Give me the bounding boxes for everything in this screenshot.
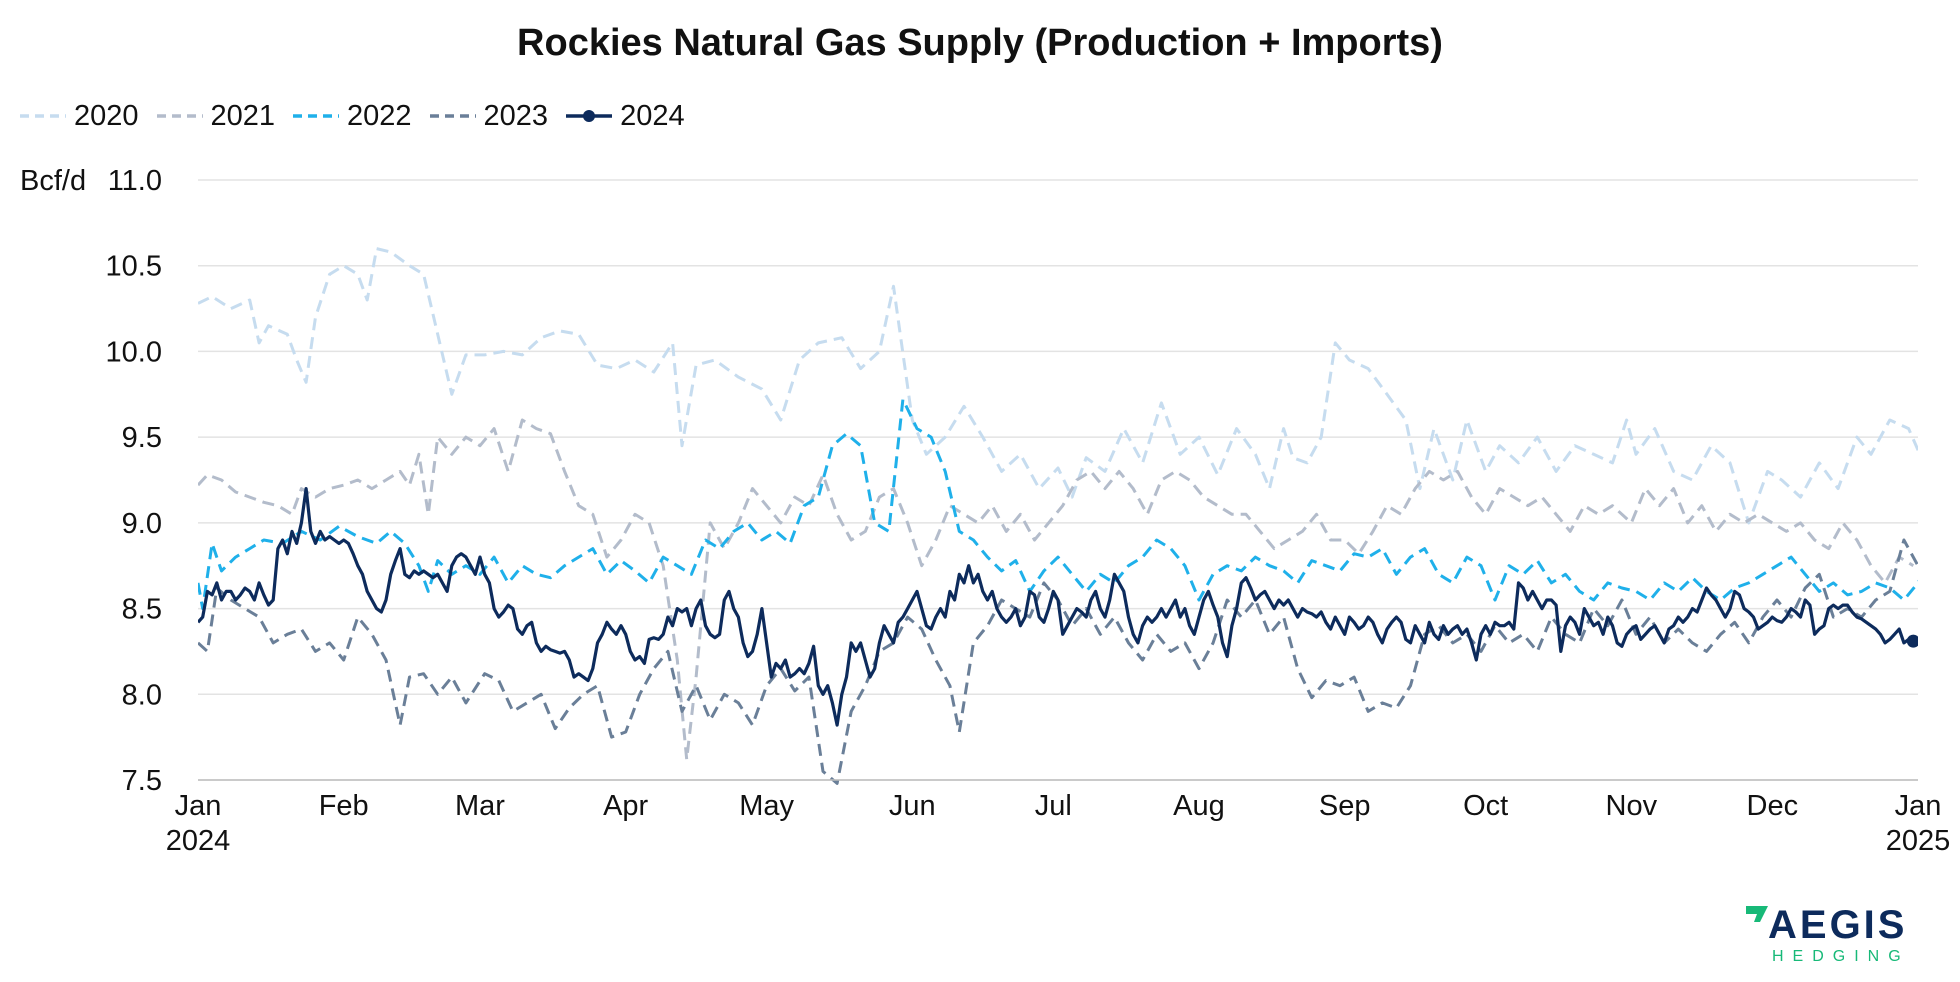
legend-item-2023: 2023 [429, 99, 549, 133]
y-tick-label: 8.5 [122, 594, 162, 626]
x-tick-label: May [739, 790, 794, 822]
logo-wordmark: AEGIS [1768, 904, 1907, 947]
logo-subtext: HEDGING [1772, 948, 1910, 964]
series-end-marker-2024 [1906, 634, 1918, 648]
x-tick-label: Aug [1173, 790, 1225, 822]
aegis-hedging-logo: AEGIS HEDGING [1746, 904, 1910, 964]
legend-label: 2022 [347, 99, 412, 132]
x-tick-label: Nov [1606, 790, 1658, 822]
y-tick-label: 9.5 [122, 422, 162, 454]
legend-item-2021: 2021 [156, 99, 276, 133]
x-tick-label: Jan [1895, 790, 1942, 822]
x-tick-label: Apr [603, 790, 648, 822]
axis-labels: 11.010.510.09.59.08.58.07.5Bcf/dJan2024F… [20, 165, 1950, 857]
series-line-2022 [198, 397, 1918, 611]
legend-swatch-2021 [156, 114, 203, 118]
y-tick-label: 11.0 [108, 165, 162, 197]
y-tick-label: 7.5 [122, 765, 162, 797]
x-tick-label: Dec [1747, 790, 1799, 822]
y-unit-label: Bcf/d [20, 165, 86, 197]
y-tick-label: 9.0 [122, 508, 162, 540]
legend-label: 2024 [620, 99, 685, 132]
logo-mark-icon [1746, 906, 1768, 922]
x-tick-label: Sep [1319, 790, 1371, 822]
legend-label: 2023 [483, 99, 549, 132]
x-tick-year-label: 2024 [166, 825, 231, 857]
legend-item-2024: 2024 [566, 100, 685, 133]
x-tick-year-label: 2025 [1886, 825, 1951, 857]
y-tick-label: 10.0 [106, 336, 162, 368]
legend-item-2020: 2020 [20, 100, 139, 133]
x-tick-label: Mar [455, 790, 505, 822]
legend-swatch-2023 [429, 114, 476, 118]
series-lines [198, 247, 1918, 785]
legend-item-2022: 2022 [293, 100, 412, 133]
legend-swatch-2020 [20, 114, 66, 118]
x-tick-label: Jan [175, 790, 222, 822]
x-tick-label: Oct [1463, 790, 1508, 822]
chart-legend: 2020 2021 2022 2023 2024 [20, 96, 685, 136]
legend-swatch-2022 [293, 114, 340, 118]
x-tick-label: Feb [319, 790, 369, 822]
chart-title: Rockies Natural Gas Supply (Production +… [517, 22, 1443, 64]
gridlines [198, 179, 1918, 781]
series-line-2024 [198, 487, 1914, 727]
series-line-2020 [198, 247, 1918, 525]
x-tick-label: Jun [889, 790, 936, 822]
y-tick-label: 10.5 [106, 251, 162, 283]
series-line-2021 [198, 418, 1915, 761]
y-tick-label: 8.0 [122, 679, 162, 711]
series-line-2023 [198, 538, 1918, 785]
x-tick-label: Jul [1035, 790, 1072, 822]
legend-label: 2021 [210, 99, 276, 132]
legend-label: 2020 [74, 99, 139, 132]
legend-swatch-2024 [566, 110, 613, 122]
